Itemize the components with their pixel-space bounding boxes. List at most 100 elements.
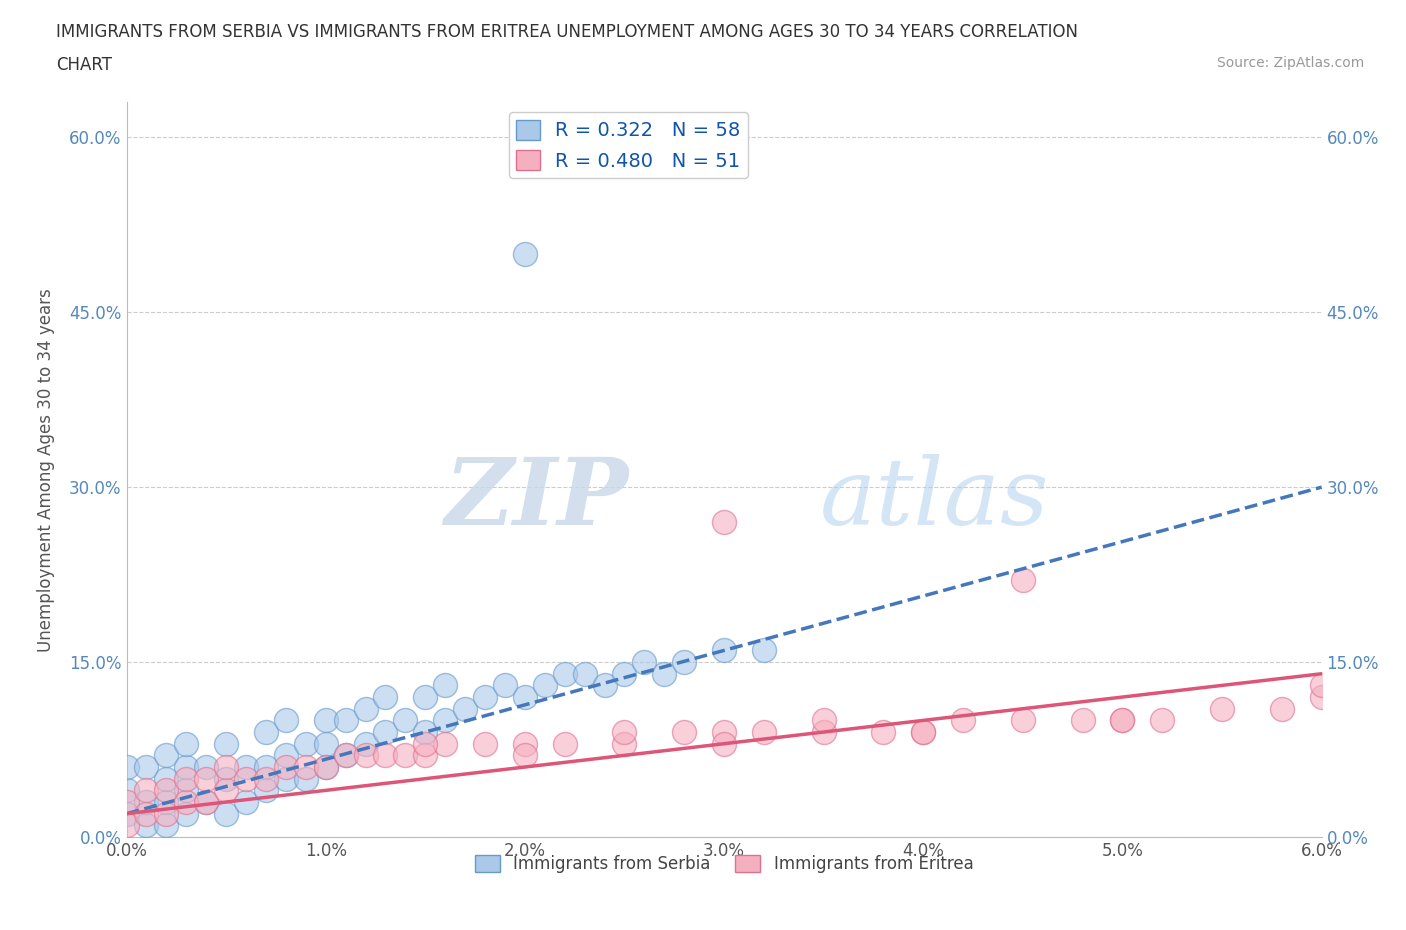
Point (115, 760, 138, 775)
Point (813, 724, 835, 739)
Text: IMMIGRANTS FROM SERBIA VS IMMIGRANTS FROM ERITREA UNEMPLOYMENT AMONG AGES 30 TO : IMMIGRANTS FROM SERBIA VS IMMIGRANTS FRO… (56, 23, 1078, 41)
Point (155, 771, 177, 786)
Point (613, 724, 636, 739)
Point (354, 737, 377, 751)
Point (354, 701, 377, 716)
Point (413, 748, 436, 763)
Point (115, 783, 138, 798)
Point (413, 737, 436, 751)
Point (513, 246, 536, 261)
Point (593, 678, 616, 693)
Point (115, 806, 138, 821)
Point (1310, 690, 1333, 705)
Point (673, 655, 696, 670)
Point (274, 713, 297, 728)
Point (274, 760, 297, 775)
Point (374, 690, 396, 705)
Point (1111, 713, 1133, 728)
Point (195, 760, 218, 775)
Point (1271, 701, 1294, 716)
Point (115, 794, 138, 809)
Point (115, 817, 138, 832)
Text: ZIP: ZIP (444, 454, 628, 544)
Y-axis label: Unemployment Among Ages 30 to 34 years: Unemployment Among Ages 30 to 34 years (38, 287, 55, 652)
Point (1152, 713, 1174, 728)
Point (813, 713, 835, 728)
Point (315, 760, 337, 775)
Point (174, 771, 197, 786)
Point (235, 760, 257, 775)
Point (554, 666, 576, 681)
Point (952, 713, 974, 728)
Text: CHART: CHART (56, 56, 112, 73)
Point (315, 760, 337, 775)
Point (413, 724, 436, 739)
Point (613, 737, 636, 751)
Point (294, 771, 316, 786)
Point (254, 724, 277, 739)
Point (315, 713, 337, 728)
Point (335, 748, 357, 763)
Point (254, 783, 277, 798)
Point (195, 794, 218, 809)
Point (155, 748, 177, 763)
Point (554, 737, 576, 751)
Point (1211, 701, 1233, 716)
Point (752, 724, 775, 739)
Point (513, 748, 536, 763)
Point (474, 737, 496, 751)
Point (494, 678, 516, 693)
Point (135, 794, 157, 809)
Point (195, 794, 218, 809)
Point (652, 666, 675, 681)
Point (1071, 713, 1094, 728)
Point (155, 806, 177, 821)
Point (413, 690, 436, 705)
Point (1111, 713, 1133, 728)
Point (394, 713, 416, 728)
Point (454, 701, 477, 716)
Point (335, 713, 357, 728)
Point (912, 724, 935, 739)
Text: atlas: atlas (820, 454, 1049, 544)
Point (354, 748, 377, 763)
Point (513, 690, 536, 705)
Point (174, 806, 197, 821)
Point (215, 771, 238, 786)
Point (713, 514, 735, 529)
Point (434, 737, 457, 751)
Point (155, 817, 177, 832)
Point (1011, 713, 1033, 728)
Point (135, 783, 157, 798)
Point (1310, 678, 1333, 693)
Point (274, 748, 297, 763)
Point (135, 806, 157, 821)
Point (274, 771, 297, 786)
Point (673, 724, 696, 739)
Point (155, 794, 177, 809)
Text: Source: ZipAtlas.com: Source: ZipAtlas.com (1216, 56, 1364, 70)
Point (374, 724, 396, 739)
Point (294, 737, 316, 751)
Point (434, 678, 457, 693)
Point (872, 724, 894, 739)
Point (215, 737, 238, 751)
Point (315, 737, 337, 751)
Point (513, 737, 536, 751)
Point (215, 783, 238, 798)
Point (752, 643, 775, 658)
Point (174, 760, 197, 775)
Point (174, 794, 197, 809)
Point (215, 760, 238, 775)
Point (135, 760, 157, 775)
Point (254, 771, 277, 786)
Point (912, 724, 935, 739)
Point (174, 783, 197, 798)
Point (335, 748, 357, 763)
Point (574, 666, 596, 681)
Point (294, 760, 316, 775)
Point (235, 794, 257, 809)
Point (135, 817, 157, 832)
Point (235, 771, 257, 786)
Point (394, 748, 416, 763)
